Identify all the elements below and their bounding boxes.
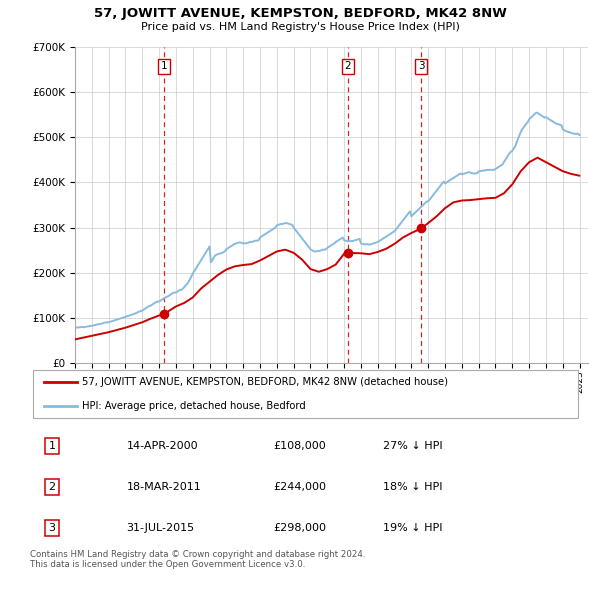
Text: 18-MAR-2011: 18-MAR-2011 xyxy=(127,482,202,492)
Text: 57, JOWITT AVENUE, KEMPSTON, BEDFORD, MK42 8NW (detached house): 57, JOWITT AVENUE, KEMPSTON, BEDFORD, MK… xyxy=(82,377,448,387)
Text: £298,000: £298,000 xyxy=(273,523,326,533)
Text: 2: 2 xyxy=(344,61,351,71)
Text: 27% ↓ HPI: 27% ↓ HPI xyxy=(383,441,443,451)
Text: HPI: Average price, detached house, Bedford: HPI: Average price, detached house, Bedf… xyxy=(82,401,306,411)
Text: Price paid vs. HM Land Registry's House Price Index (HPI): Price paid vs. HM Land Registry's House … xyxy=(140,22,460,32)
Text: 3: 3 xyxy=(49,523,56,533)
Text: Contains HM Land Registry data © Crown copyright and database right 2024.
This d: Contains HM Land Registry data © Crown c… xyxy=(30,550,365,569)
Text: 3: 3 xyxy=(418,61,424,71)
Text: 14-APR-2000: 14-APR-2000 xyxy=(127,441,198,451)
Text: 1: 1 xyxy=(49,441,56,451)
Text: 2: 2 xyxy=(49,482,56,492)
Text: 31-JUL-2015: 31-JUL-2015 xyxy=(127,523,195,533)
Text: £244,000: £244,000 xyxy=(273,482,326,492)
Text: 1: 1 xyxy=(160,61,167,71)
FancyBboxPatch shape xyxy=(33,371,578,418)
Text: £108,000: £108,000 xyxy=(273,441,326,451)
Text: 19% ↓ HPI: 19% ↓ HPI xyxy=(383,523,443,533)
Text: 57, JOWITT AVENUE, KEMPSTON, BEDFORD, MK42 8NW: 57, JOWITT AVENUE, KEMPSTON, BEDFORD, MK… xyxy=(94,7,506,20)
Text: 18% ↓ HPI: 18% ↓ HPI xyxy=(383,482,443,492)
